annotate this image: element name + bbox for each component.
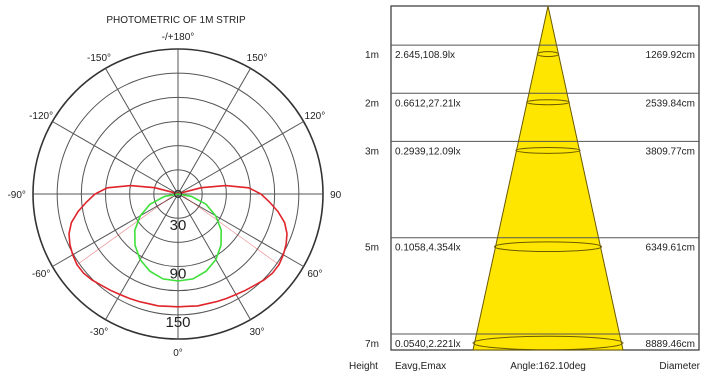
cone-ellipse (515, 147, 581, 154)
polar-angle-label: 60° (307, 269, 322, 280)
polar-spoke (52, 121, 179, 195)
polar-spoke (105, 193, 179, 320)
polar-angle-label: 90 (330, 190, 342, 201)
polar-angle-label: -/+180° (162, 32, 195, 43)
polar-series-line-0 (68, 184, 288, 308)
cone-ellipse (526, 99, 570, 106)
header-height: Height (349, 361, 378, 372)
cone-ellipse (472, 335, 624, 351)
row-diameter: 3809.77cm (646, 146, 695, 157)
row-diameter: 2539.84cm (646, 98, 695, 109)
polar-series-ray (177, 191, 280, 265)
polar-radial-tick: 30 (170, 217, 187, 234)
header-eavg: Eavg,Emax (395, 361, 446, 372)
polar-radial-ticks: 30 90 150 (165, 217, 190, 331)
polar-angle-label: 0° (173, 348, 183, 359)
polar-radial-tick: 150 (165, 314, 190, 331)
polar-series-ray (76, 191, 179, 265)
polar-series-line-1 (133, 193, 223, 282)
polar-center-marker (173, 189, 183, 199)
polar-spoke (105, 68, 179, 195)
polar-angle-label: -150° (87, 53, 111, 64)
row-height: 5m (365, 243, 379, 254)
row-diameter: 6349.61cm (646, 243, 695, 254)
polar-angle-label: 30° (249, 327, 264, 338)
row-height: 2m (365, 98, 379, 109)
cone-ellipse (493, 241, 603, 253)
header-angle: Angle:162.10deg (510, 361, 586, 372)
polar-angle-labels: 0° 30° 60° 90 120° 150° -/+180° -150° -120° -90° -… (7, 32, 341, 359)
cone-polygon (472, 5, 624, 351)
row-illuminance: 0.1058,4.354lx (395, 243, 461, 254)
polar-radial-tick: 90 (170, 266, 187, 283)
row-illuminance: 0.0540,2.221lx (395, 339, 461, 350)
polar-angle-label: 150° (247, 53, 268, 64)
row-diameter: 8889.46cm (646, 339, 695, 350)
polar-angle-label: -30° (90, 327, 108, 338)
row-height: 7m (365, 339, 379, 350)
polar-angle-label: -120° (29, 111, 53, 122)
row-illuminance: 0.6612,27.21lx (395, 98, 461, 109)
cone-ellipse (536, 51, 560, 58)
row-illuminance: 0.2939,12.09lx (395, 146, 461, 157)
light-cone (472, 5, 624, 351)
row-diameter: 1269.92cm (646, 50, 695, 61)
polar-angle-label: 120° (305, 111, 326, 122)
polar-spoke (177, 193, 251, 320)
table-footer: Height Eavg,Emax Angle:162.10deg Diamete… (349, 361, 701, 372)
polar-angle-label: -90° (7, 190, 25, 201)
header-diameter: Diameter (659, 361, 700, 372)
polar-series (68, 184, 288, 308)
polar-angle-label: -60° (32, 269, 50, 280)
polar-spoke (177, 68, 251, 195)
table-rows: 1m 2.645,108.9lx 1269.92cm 2m 0.6612,27.21lx… (365, 44, 699, 351)
row-height: 1m (365, 50, 379, 61)
row-height: 3m (365, 146, 379, 157)
polar-title: PHOTOMETRIC OF 1M STRIP (106, 15, 246, 26)
row-illuminance: 2.645,108.9lx (395, 50, 455, 61)
polar-spoke (177, 121, 304, 195)
